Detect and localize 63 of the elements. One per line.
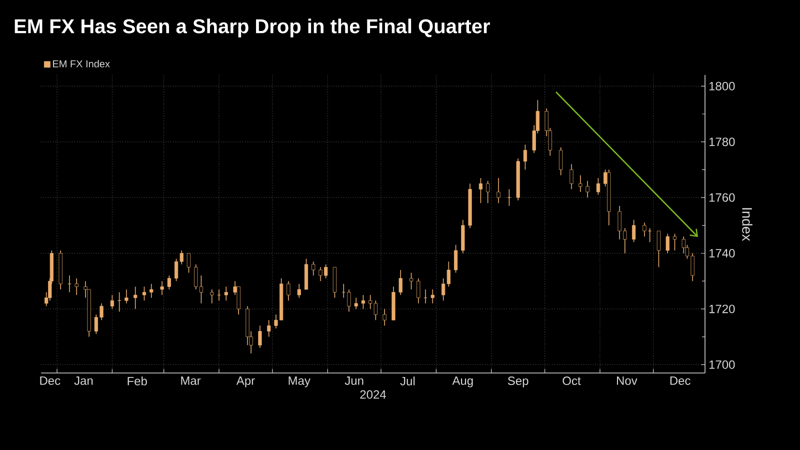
candlestick bbox=[430, 289, 434, 304]
y-tick-label: 1700 bbox=[709, 360, 735, 369]
x-tick-label: Jan bbox=[74, 376, 93, 385]
candlestick bbox=[186, 252, 191, 274]
candlestick bbox=[267, 320, 271, 338]
candlestick bbox=[496, 178, 500, 204]
x-tick-label: Jun bbox=[344, 376, 364, 385]
candlestick bbox=[150, 283, 154, 298]
x-tick-label: Aug bbox=[452, 376, 473, 388]
candlestick bbox=[409, 272, 414, 290]
candlestick bbox=[361, 294, 366, 310]
candlestick bbox=[224, 286, 228, 301]
y-tick-label: 1760 bbox=[709, 193, 735, 202]
candlestick bbox=[570, 164, 574, 190]
x-tick-label: Mar bbox=[181, 376, 201, 385]
chart-title: EM FX Has Seen a Sharp Drop in the Final Quarter bbox=[14, 18, 490, 38]
candlestick bbox=[578, 174, 582, 192]
candlestick bbox=[586, 180, 590, 198]
candlestick bbox=[454, 244, 458, 274]
candlestick bbox=[124, 289, 128, 304]
candlestick bbox=[354, 297, 358, 310]
candlestick bbox=[507, 188, 511, 206]
candlestick bbox=[217, 289, 221, 301]
candlestick bbox=[297, 283, 301, 298]
candlestick bbox=[478, 178, 483, 204]
candlestick bbox=[486, 180, 490, 204]
candlestick bbox=[110, 294, 114, 310]
candlestick bbox=[416, 278, 420, 304]
y-tick-label: 1740 bbox=[709, 248, 735, 258]
candlestick bbox=[666, 233, 670, 254]
x-tick-label: Apr bbox=[236, 376, 255, 388]
candlestick bbox=[398, 270, 402, 296]
x-tick-label: Dec bbox=[40, 376, 60, 385]
candlestick bbox=[258, 325, 262, 348]
candlestick bbox=[160, 280, 164, 296]
candlestick bbox=[347, 289, 351, 312]
candlestick bbox=[74, 278, 78, 296]
x-tick-label: Oct bbox=[562, 376, 581, 386]
x-tick-label: May bbox=[288, 376, 310, 388]
y-axis-title: Index bbox=[742, 208, 752, 241]
candlestick bbox=[210, 289, 214, 304]
y-tick-label: 1800 bbox=[709, 82, 735, 90]
x-tick-label: Dec bbox=[670, 376, 690, 385]
candlestick bbox=[656, 230, 661, 268]
candlestick bbox=[142, 286, 146, 301]
candlestick bbox=[523, 144, 528, 170]
y-tick-label: 1720 bbox=[709, 304, 735, 314]
x-axis-title: 2024 bbox=[360, 390, 386, 399]
candlestick bbox=[286, 280, 290, 301]
candlestick bbox=[672, 233, 677, 251]
candlestick bbox=[596, 178, 600, 196]
candlestick bbox=[632, 219, 636, 242]
candlestick bbox=[312, 261, 316, 276]
candlestick bbox=[559, 147, 563, 176]
candlestick bbox=[167, 275, 171, 290]
y-tick-label: 1780 bbox=[709, 138, 735, 146]
legend-label: EM FX Index bbox=[53, 60, 110, 68]
candlestick bbox=[382, 308, 386, 326]
x-tick-label: Jul bbox=[400, 376, 415, 386]
x-tick-label: Nov bbox=[617, 376, 638, 385]
candlestick bbox=[134, 286, 138, 310]
x-tick-label: Sep bbox=[508, 376, 528, 388]
x-tick-label: Feb bbox=[128, 376, 147, 386]
